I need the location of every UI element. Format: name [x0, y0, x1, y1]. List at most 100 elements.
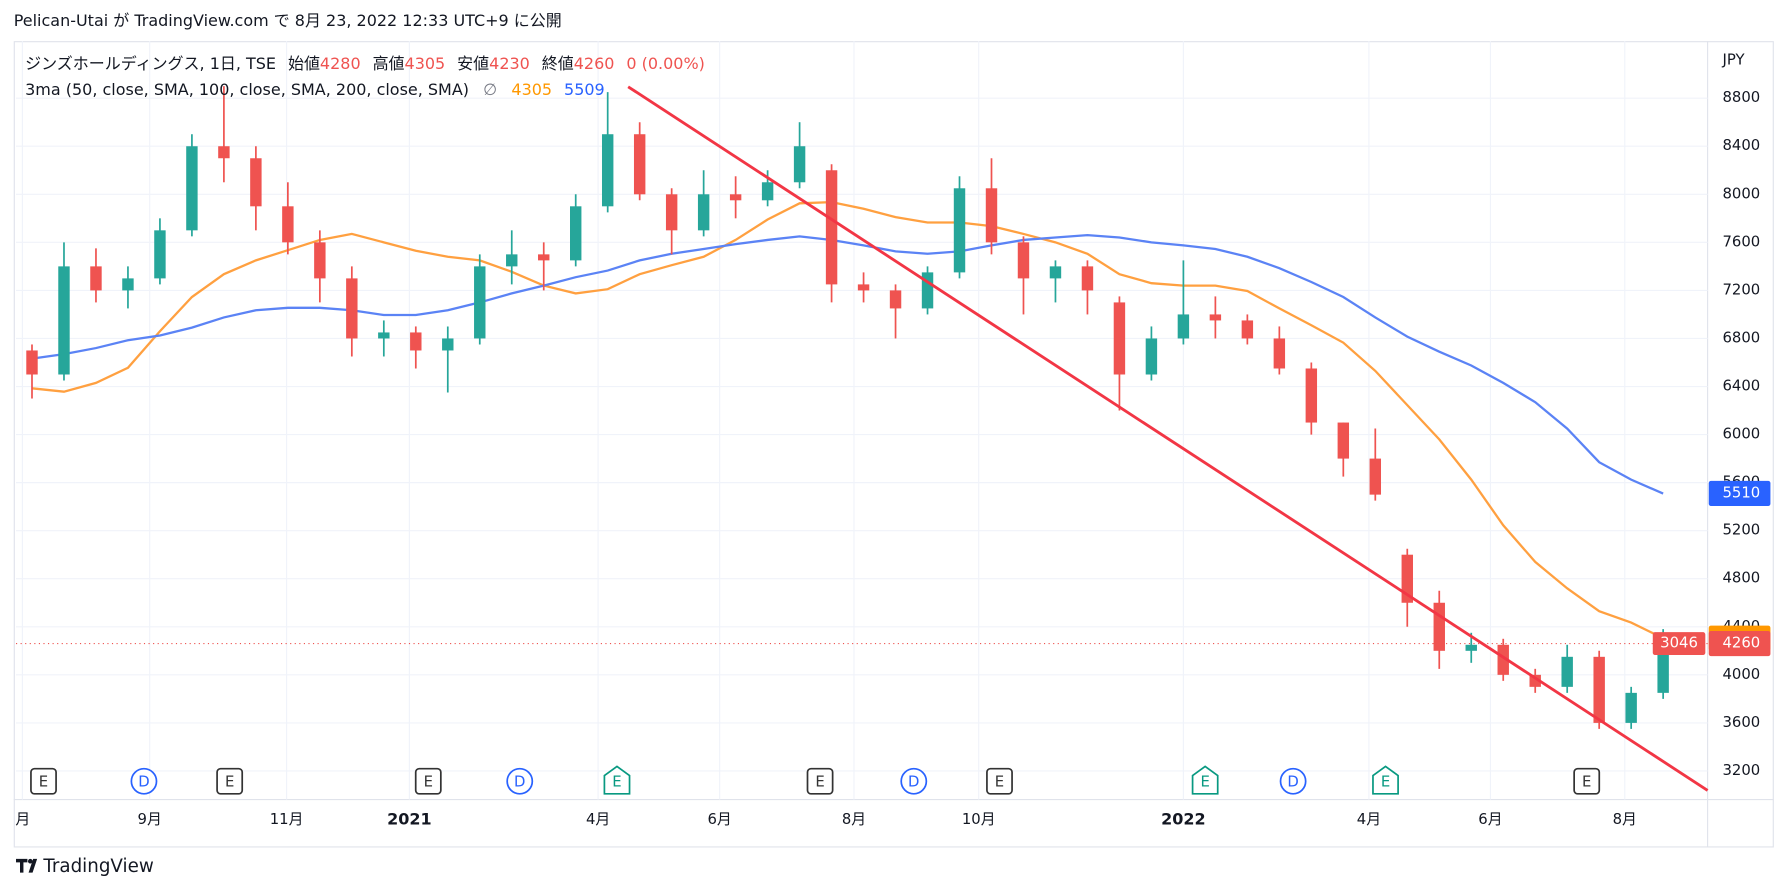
- candle-body: [633, 134, 646, 195]
- x-tick-label: 月: [15, 811, 30, 828]
- earnings-marker: [1191, 765, 1219, 795]
- high-label: 高値: [373, 53, 405, 72]
- logo: [16, 858, 38, 873]
- candle-body: [825, 170, 838, 285]
- candle-body: [1241, 320, 1254, 339]
- earnings-marker: [1573, 767, 1601, 795]
- candle-body: [282, 206, 294, 243]
- candle-body: [1465, 644, 1477, 651]
- candle-body: [1657, 643, 1669, 693]
- event-label: E: [424, 773, 433, 790]
- candle-body: [250, 158, 262, 207]
- candle-body: [1049, 266, 1062, 279]
- candle-body: [729, 194, 742, 201]
- x-tick-label: 8月: [842, 811, 866, 828]
- plot: [16, 41, 1709, 800]
- candle-body: [122, 278, 134, 291]
- candle-body: [378, 332, 390, 339]
- symbol: ジンズホールディングス, 1日, TSE: [25, 53, 276, 72]
- earnings-marker: [216, 767, 244, 795]
- earnings-marker: [30, 767, 57, 795]
- candle-body: [1273, 338, 1286, 369]
- y-tick-label: 4800: [1722, 570, 1760, 587]
- event-label: E: [995, 773, 1004, 790]
- event-label: D: [514, 773, 525, 790]
- y-tick-label: 8800: [1722, 89, 1760, 106]
- price-tag: [1708, 631, 1771, 657]
- candle-body: [1433, 602, 1445, 651]
- candle-body: [1337, 422, 1350, 459]
- x-tick-label: 2021: [387, 810, 432, 829]
- close-value: 4260: [574, 53, 615, 72]
- x-tick-label: 10月: [962, 811, 996, 828]
- x-tick-label: 9月: [138, 811, 162, 828]
- chart-frame: [13, 41, 1774, 848]
- y-tick-label: 3600: [1722, 714, 1760, 731]
- legend-ohlc: ジンズホールディングス, 1日, TSE 始値4280 高値4305 安値423…: [25, 53, 705, 72]
- sma50-value: 4305: [511, 80, 552, 99]
- candle-body: [1401, 554, 1413, 603]
- candle-body: [889, 290, 902, 309]
- candle-body: [1145, 338, 1158, 375]
- candle-body: [921, 272, 934, 309]
- event-label: E: [1200, 773, 1209, 790]
- price-tag: [1708, 480, 1771, 506]
- candle-body: [1177, 314, 1190, 339]
- candle-body: [1529, 674, 1541, 687]
- earnings-marker: [806, 767, 834, 795]
- trendline-label-box: [1652, 632, 1706, 656]
- y-tick-label: 3200: [1722, 762, 1760, 779]
- candle-body: [442, 338, 454, 351]
- y-tick-label: 8000: [1722, 185, 1760, 202]
- candle-body: [985, 188, 998, 243]
- candle-body: [1017, 242, 1030, 279]
- event-label: D: [908, 773, 919, 790]
- candle-body: [793, 146, 806, 183]
- currency: JPY: [1721, 52, 1745, 69]
- event-label: D: [138, 773, 149, 790]
- candle-body: [314, 242, 326, 279]
- event-label: E: [39, 773, 48, 790]
- empty-symbol: ∅: [483, 80, 497, 99]
- dividend-marker: [506, 767, 534, 795]
- publish-info: Pelican-Utai が TradingView.com で 8月 23, …: [14, 11, 562, 30]
- candle-body: [570, 206, 582, 261]
- trendline-label: 3046: [1660, 635, 1698, 652]
- candle-body: [1497, 644, 1509, 675]
- change: 0 (0.00%): [626, 53, 705, 72]
- indicator-name: 3ma (50, close, SMA, 100, close, SMA, 20…: [25, 80, 469, 99]
- x-tick-label: 8月: [1613, 811, 1637, 828]
- earnings-marker: [414, 767, 442, 795]
- candle-body: [58, 266, 70, 375]
- y-tick-label: 7600: [1722, 233, 1760, 250]
- earnings-marker: [603, 765, 631, 795]
- low-value: 4230: [489, 53, 530, 72]
- candle-body: [1113, 302, 1126, 375]
- close-label: 終値: [542, 53, 574, 72]
- event-label: E: [1381, 773, 1390, 790]
- price-tag-label: 4260: [1722, 635, 1760, 652]
- x-tick-label: 6月: [708, 811, 732, 828]
- candle-body: [506, 254, 518, 267]
- candle-body: [1625, 692, 1637, 723]
- x-tick-label: 4月: [586, 811, 610, 828]
- candle-body: [218, 146, 230, 159]
- sma-line: [31, 233, 1664, 495]
- open-label: 始値: [288, 53, 320, 72]
- candle-body: [410, 332, 422, 351]
- candle-body: [1209, 314, 1222, 321]
- y-tick-label: 6400: [1722, 378, 1760, 395]
- candle-body: [346, 278, 358, 339]
- x-tick-label: 4月: [1357, 811, 1381, 828]
- candle-body: [154, 230, 166, 279]
- candle-body: [1081, 266, 1094, 291]
- x-tick-label: 2022: [1161, 810, 1205, 829]
- candle-body: [1369, 458, 1382, 495]
- trendline: [627, 85, 1709, 792]
- y-tick-label: 8400: [1722, 137, 1760, 154]
- brand: TradingView: [42, 856, 153, 877]
- sma-line: [31, 200, 1664, 640]
- sma200-value: 5509: [564, 80, 605, 99]
- dividend-marker: [1279, 767, 1307, 795]
